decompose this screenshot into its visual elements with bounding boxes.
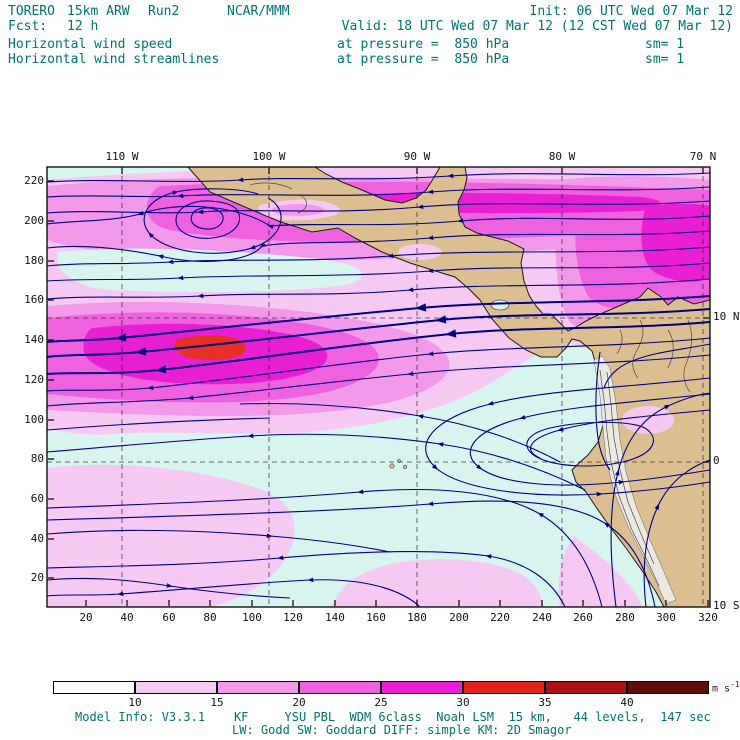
plot-frame <box>46 166 711 608</box>
colorbar-tick-label: 40 <box>620 696 634 709</box>
terrain-contour <box>616 329 623 355</box>
model-resolution: 15km ARW <box>67 4 130 19</box>
colorbar-tick-label: 15 <box>210 696 224 709</box>
valid-time: Valid: 18 UTC Wed 07 Mar 12 (12 CST Wed … <box>341 19 733 34</box>
lake-nicaragua <box>490 299 510 311</box>
colorbar-tick-label: 10 <box>128 696 142 709</box>
x-axis-tick-label: 220 <box>490 611 510 624</box>
field1-level: at pressure = 850 hPa <box>337 37 510 52</box>
y-axis-tick-label: 140 <box>24 333 44 346</box>
x-axis-tick-label: 320 <box>698 611 718 624</box>
galapagos-islands <box>389 459 408 470</box>
y-axis-tick-label: 180 <box>24 254 44 267</box>
colorbar-segment <box>627 681 709 694</box>
land-wind-patch <box>398 244 442 260</box>
init-time: Init: 06 UTC Wed 07 Mar 12 <box>529 4 734 19</box>
colorbar-tick-label: 35 <box>538 696 552 709</box>
y-axis-tick-label: 100 <box>24 413 44 426</box>
x-axis-tick-label: 280 <box>615 611 635 624</box>
x-axis-tick-label: 200 <box>449 611 469 624</box>
y-axis-tick-label: 40 <box>30 532 44 545</box>
y-axis-tick-label: 120 <box>24 373 44 386</box>
colorbar-segment <box>217 681 299 694</box>
colorbar-tick-label: 30 <box>456 696 470 709</box>
x-axis-tick-label: 240 <box>532 611 552 624</box>
center-name: NCAR/MMM <box>227 4 290 19</box>
x-axis-tick-label: 260 <box>573 611 593 624</box>
x-axis-tick-label: 60 <box>162 611 176 624</box>
model-name: TORERO <box>8 4 55 19</box>
colorbar-tick-label: 25 <box>374 696 388 709</box>
longitude-label: 90 W <box>403 150 431 163</box>
colorbar-segment <box>545 681 627 694</box>
y-axis-tick-label: 200 <box>24 214 44 227</box>
field1-name: Horizontal wind speed <box>8 37 173 52</box>
latitude-label: 0 <box>713 454 720 467</box>
colorbar-segment <box>463 681 545 694</box>
fcst-label: Fcst: <box>8 19 48 34</box>
longitude-label: 80 W <box>548 150 576 163</box>
colorbar-tick-label: 20 <box>292 696 306 709</box>
colorbar-segment <box>381 681 463 694</box>
x-axis-tick-label: 160 <box>366 611 386 624</box>
terrain-contour <box>683 319 692 393</box>
terrain-contour <box>632 319 644 379</box>
longitude-label: 70 N <box>689 150 717 163</box>
x-axis-tick-label: 180 <box>407 611 427 624</box>
fcst-value: 12 h <box>67 19 99 34</box>
x-axis-tick-label: 80 <box>203 611 217 624</box>
colorbar-segment <box>135 681 217 694</box>
y-axis-tick-label: 60 <box>30 492 44 505</box>
terrain-contour <box>667 329 674 369</box>
terrain-contour <box>249 182 293 190</box>
y-axis-tick-label: 20 <box>30 571 44 584</box>
run-label: Run2 <box>148 4 180 19</box>
x-axis-tick-label: 300 <box>656 611 676 624</box>
field2-smoothing: sm= 1 <box>645 52 685 67</box>
physics-info-line: LW: Godd SW: Goddard DIFF: simple KM: 2D… <box>232 723 572 737</box>
latitude-label: 10 N <box>713 310 740 323</box>
x-axis-tick-label: 40 <box>120 611 134 624</box>
field2-name: Horizontal wind streamlines <box>8 52 220 67</box>
colorbar-segment <box>299 681 381 694</box>
field2-level: at pressure = 850 hPa <box>337 52 510 67</box>
colorbar-segment <box>53 681 135 694</box>
colorbar-unit: m s-1 <box>712 680 740 695</box>
y-axis-tick-label: 160 <box>24 293 44 306</box>
axis-ticks <box>48 168 709 606</box>
x-axis-tick-label: 20 <box>79 611 93 624</box>
field1-smoothing: sm= 1 <box>645 37 685 52</box>
x-axis-tick-label: 120 <box>283 611 303 624</box>
longitude-label: 110 W <box>105 150 139 163</box>
model-info-line: Model Info: V3.3.1 KF YSU PBL WDM 6class… <box>75 710 711 724</box>
y-axis-tick-label: 80 <box>30 452 44 465</box>
streamlines <box>47 172 710 607</box>
y-axis-tick-label: 220 <box>24 174 44 187</box>
latitude-label: 10 S <box>713 599 740 612</box>
x-axis-tick-label: 100 <box>242 611 262 624</box>
longitude-label: 100 W <box>252 150 286 163</box>
x-axis-tick-label: 140 <box>325 611 345 624</box>
